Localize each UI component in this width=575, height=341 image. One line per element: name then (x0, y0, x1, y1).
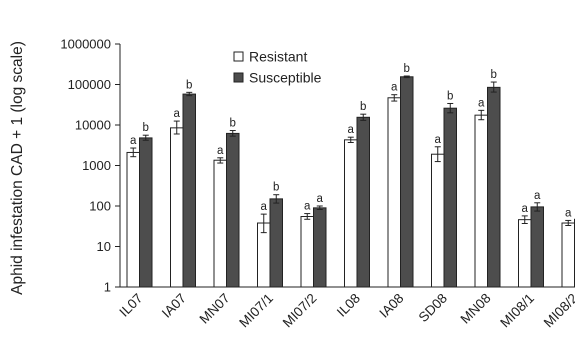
y-tick-label: 1000 (82, 158, 111, 173)
legend-label-resistant: Resistant (249, 49, 307, 65)
significance-letter: b (404, 63, 410, 75)
legend-label-susceptible: Susceptible (249, 70, 322, 86)
bar-resistant-mn08 (474, 114, 488, 288)
y-tick-label: 10 (97, 239, 111, 254)
legend-swatch-resistant (233, 51, 244, 62)
x-tick-label: IL07 (116, 291, 145, 320)
significance-letter: a (174, 108, 181, 120)
y-tick-label: 100 (89, 199, 111, 214)
bar-susceptible-sd08 (443, 107, 457, 288)
significance-letter: b (273, 182, 279, 194)
bar-resistant-ia07 (170, 127, 184, 288)
x-tick-label: MI08/1 (497, 291, 537, 331)
bar-resistant-il08 (344, 139, 358, 288)
significance-letter: a (304, 201, 311, 213)
bar-resistant-mi08-2 (561, 222, 575, 288)
x-tick-label: MI07/1 (236, 291, 276, 331)
bar-susceptible-mi07-1 (269, 198, 283, 288)
x-tick-label: IA08 (376, 291, 406, 321)
bar-susceptible-mn08 (487, 86, 501, 288)
bars: ababababaaababababaaaa (126, 63, 575, 288)
y-ticks: 1 10 100 1000 10000 100000 1000000 (60, 37, 120, 295)
x-tick-label: MI07/2 (280, 291, 320, 331)
bar-resistant-mi07-2 (300, 216, 314, 288)
bar-susceptible-il07 (139, 137, 153, 288)
x-tick-labels: IL07 IA07 MN07 MI07/1 MI07/2 IL08 IA08 SD08 MN08… (116, 291, 575, 331)
significance-letter: b (230, 118, 236, 130)
significance-letter: a (534, 190, 541, 202)
y-axis-title: Aphid infestation CAD + 1 (log scale) (9, 41, 26, 295)
bar-resistant-mi08-1 (518, 219, 532, 288)
x-tick-label: MN08 (458, 291, 494, 327)
significance-letter: a (565, 207, 572, 219)
bar-susceptible-mn07 (226, 132, 240, 288)
x-tick-label: SD08 (416, 291, 450, 325)
significance-letter: b (186, 79, 192, 91)
bar-resistant-sd08 (431, 153, 445, 288)
bar-susceptible-ia07 (182, 93, 196, 288)
significance-letter: a (217, 145, 224, 157)
y-axis-label: Aphid infestation CAD + 1 (log scale) (9, 41, 26, 295)
significance-letter: b (491, 69, 497, 81)
bar-resistant-mn07 (213, 159, 227, 288)
significance-letter: b (143, 122, 149, 134)
bar-susceptible-mi07-2 (313, 207, 327, 288)
y-tick-label: 10000 (75, 118, 111, 133)
significance-letter: b (447, 90, 453, 102)
bar-resistant-il07 (126, 151, 140, 288)
bar-susceptible-il08 (356, 116, 370, 288)
x-tick-label: IL08 (334, 291, 363, 320)
significance-letter: a (317, 193, 324, 205)
legend: Resistant Susceptible (233, 49, 322, 86)
x-tick-label: MN07 (197, 291, 233, 327)
y-tick-label: 100000 (68, 77, 111, 92)
significance-letter: a (261, 201, 268, 213)
significance-letter: a (391, 82, 398, 94)
significance-letter: a (130, 135, 137, 147)
bar-susceptible-mi08-1 (530, 206, 544, 288)
significance-letter: a (478, 97, 485, 109)
significance-letter: a (435, 134, 442, 146)
x-tick-label: MI08/2 (541, 291, 575, 331)
bar-susceptible-ia08 (400, 76, 414, 288)
bar-resistant-ia08 (387, 97, 401, 288)
y-tick-label: 1 (104, 280, 111, 295)
significance-letter: a (522, 203, 529, 215)
legend-swatch-susceptible (233, 72, 244, 83)
x-tick-label: IA07 (159, 291, 189, 321)
significance-letter: b (360, 101, 366, 113)
significance-letter: a (348, 124, 355, 136)
y-tick-label: 1000000 (60, 37, 111, 52)
